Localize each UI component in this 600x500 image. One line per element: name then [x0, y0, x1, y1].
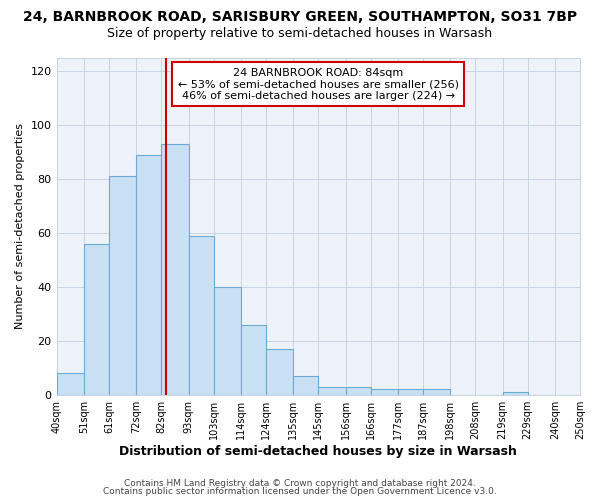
Text: 24, BARNBROOK ROAD, SARISBURY GREEN, SOUTHAMPTON, SO31 7BP: 24, BARNBROOK ROAD, SARISBURY GREEN, SOU… [23, 10, 577, 24]
X-axis label: Distribution of semi-detached houses by size in Warsash: Distribution of semi-detached houses by … [119, 444, 517, 458]
Text: Contains HM Land Registry data © Crown copyright and database right 2024.: Contains HM Land Registry data © Crown c… [124, 478, 476, 488]
Bar [371, 390, 398, 394]
Text: 24 BARNBROOK ROAD: 84sqm
← 53% of semi-detached houses are smaller (256)
46% of : 24 BARNBROOK ROAD: 84sqm ← 53% of semi-d… [178, 68, 459, 101]
Bar [241, 324, 266, 394]
Bar [84, 244, 109, 394]
Bar [56, 373, 84, 394]
Bar [214, 287, 241, 395]
Bar [266, 349, 293, 395]
Bar [423, 390, 451, 394]
Y-axis label: Number of semi-detached properties: Number of semi-detached properties [15, 123, 25, 329]
Bar [346, 386, 371, 394]
Text: Size of property relative to semi-detached houses in Warsash: Size of property relative to semi-detach… [107, 28, 493, 40]
Bar [109, 176, 136, 394]
Text: Contains public sector information licensed under the Open Government Licence v3: Contains public sector information licen… [103, 487, 497, 496]
Bar [188, 236, 214, 394]
Bar [398, 390, 423, 394]
Bar [136, 154, 161, 394]
Bar [318, 386, 346, 394]
Bar [503, 392, 527, 394]
Bar [293, 376, 318, 394]
Bar [161, 144, 188, 395]
